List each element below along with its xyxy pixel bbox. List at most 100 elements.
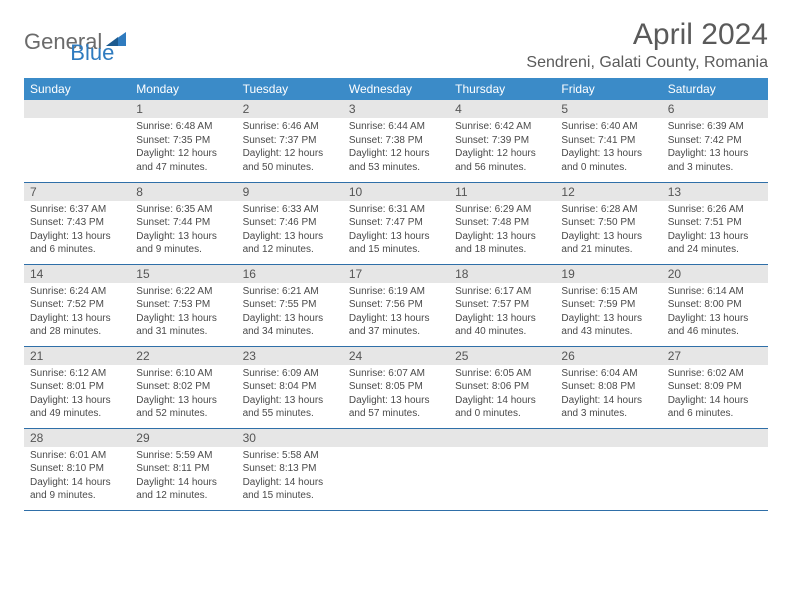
daylight-label: Daylight: 13 hours and 24 minutes. (668, 230, 762, 257)
calendar-cell: 7Sunrise: 6:37 AMSunset: 7:43 PMDaylight… (24, 182, 130, 264)
calendar-table: Sunday Monday Tuesday Wednesday Thursday… (24, 78, 768, 511)
calendar-cell: 11Sunrise: 6:29 AMSunset: 7:48 PMDayligh… (449, 182, 555, 264)
sunset-label: Sunset: 7:46 PM (243, 216, 337, 230)
header: General Blue April 2024 Sendreni, Galati… (24, 18, 768, 72)
sunrise-label: Sunrise: 6:26 AM (668, 203, 762, 217)
sunrise-label: Sunrise: 6:24 AM (30, 285, 124, 299)
cell-body: Sunrise: 5:58 AMSunset: 8:13 PMDaylight:… (237, 447, 343, 507)
sunset-label: Sunset: 7:53 PM (136, 298, 230, 312)
calendar-cell: 16Sunrise: 6:21 AMSunset: 7:55 PMDayligh… (237, 264, 343, 346)
daylight-label: Daylight: 14 hours and 0 minutes. (455, 394, 549, 421)
sunrise-label: Sunrise: 6:10 AM (136, 367, 230, 381)
sunset-label: Sunset: 8:09 PM (668, 380, 762, 394)
daylight-label: Daylight: 13 hours and 37 minutes. (349, 312, 443, 339)
day-number: 28 (24, 429, 130, 447)
calendar-cell: 25Sunrise: 6:05 AMSunset: 8:06 PMDayligh… (449, 346, 555, 428)
day-number: 26 (555, 347, 661, 365)
cell-body: Sunrise: 6:21 AMSunset: 7:55 PMDaylight:… (237, 283, 343, 343)
cell-body: Sunrise: 6:24 AMSunset: 7:52 PMDaylight:… (24, 283, 130, 343)
calendar-cell: 17Sunrise: 6:19 AMSunset: 7:56 PMDayligh… (343, 264, 449, 346)
daylight-label: Daylight: 13 hours and 3 minutes. (668, 147, 762, 174)
sunset-label: Sunset: 8:02 PM (136, 380, 230, 394)
sunset-label: Sunset: 7:50 PM (561, 216, 655, 230)
day-number: 5 (555, 100, 661, 118)
sunset-label: Sunset: 7:41 PM (561, 134, 655, 148)
sunset-label: Sunset: 8:01 PM (30, 380, 124, 394)
cell-body: Sunrise: 6:09 AMSunset: 8:04 PMDaylight:… (237, 365, 343, 425)
calendar-cell: 18Sunrise: 6:17 AMSunset: 7:57 PMDayligh… (449, 264, 555, 346)
cell-body: Sunrise: 6:19 AMSunset: 7:56 PMDaylight:… (343, 283, 449, 343)
sunset-label: Sunset: 7:51 PM (668, 216, 762, 230)
calendar-cell: 2Sunrise: 6:46 AMSunset: 7:37 PMDaylight… (237, 100, 343, 182)
sunset-label: Sunset: 8:10 PM (30, 462, 124, 476)
calendar-cell (24, 100, 130, 182)
cell-body: Sunrise: 6:14 AMSunset: 8:00 PMDaylight:… (662, 283, 768, 343)
cell-body: Sunrise: 6:22 AMSunset: 7:53 PMDaylight:… (130, 283, 236, 343)
day-number: 2 (237, 100, 343, 118)
location-label: Sendreni, Galati County, Romania (526, 54, 768, 72)
sunset-label: Sunset: 8:05 PM (349, 380, 443, 394)
day-number: 30 (237, 429, 343, 447)
sunset-label: Sunset: 7:42 PM (668, 134, 762, 148)
daylight-label: Daylight: 13 hours and 21 minutes. (561, 230, 655, 257)
day-number: 19 (555, 265, 661, 283)
day-number: 9 (237, 183, 343, 201)
calendar-cell: 8Sunrise: 6:35 AMSunset: 7:44 PMDaylight… (130, 182, 236, 264)
day-number: 18 (449, 265, 555, 283)
calendar-cell: 5Sunrise: 6:40 AMSunset: 7:41 PMDaylight… (555, 100, 661, 182)
daylight-label: Daylight: 13 hours and 49 minutes. (30, 394, 124, 421)
cell-body: Sunrise: 6:01 AMSunset: 8:10 PMDaylight:… (24, 447, 130, 507)
calendar-cell: 13Sunrise: 6:26 AMSunset: 7:51 PMDayligh… (662, 182, 768, 264)
day-number: 7 (24, 183, 130, 201)
calendar-row: 1Sunrise: 6:48 AMSunset: 7:35 PMDaylight… (24, 100, 768, 182)
day-number: 22 (130, 347, 236, 365)
sunrise-label: Sunrise: 6:14 AM (668, 285, 762, 299)
cell-body: Sunrise: 6:31 AMSunset: 7:47 PMDaylight:… (343, 201, 449, 261)
sunset-label: Sunset: 8:00 PM (668, 298, 762, 312)
sunrise-label: Sunrise: 6:31 AM (349, 203, 443, 217)
weekday-header: Wednesday (343, 78, 449, 100)
daylight-label: Daylight: 13 hours and 12 minutes. (243, 230, 337, 257)
cell-body: Sunrise: 6:44 AMSunset: 7:38 PMDaylight:… (343, 118, 449, 178)
sunset-label: Sunset: 8:04 PM (243, 380, 337, 394)
sunset-label: Sunset: 7:48 PM (455, 216, 549, 230)
calendar-cell: 19Sunrise: 6:15 AMSunset: 7:59 PMDayligh… (555, 264, 661, 346)
sunrise-label: Sunrise: 6:35 AM (136, 203, 230, 217)
cell-body: Sunrise: 6:39 AMSunset: 7:42 PMDaylight:… (662, 118, 768, 178)
sunset-label: Sunset: 7:55 PM (243, 298, 337, 312)
day-number: 4 (449, 100, 555, 118)
calendar-row: 28Sunrise: 6:01 AMSunset: 8:10 PMDayligh… (24, 428, 768, 510)
logo-text-blue: Blue (70, 40, 114, 66)
calendar-cell: 10Sunrise: 6:31 AMSunset: 7:47 PMDayligh… (343, 182, 449, 264)
sunset-label: Sunset: 7:47 PM (349, 216, 443, 230)
calendar-cell: 21Sunrise: 6:12 AMSunset: 8:01 PMDayligh… (24, 346, 130, 428)
weekday-header: Tuesday (237, 78, 343, 100)
calendar-cell: 29Sunrise: 5:59 AMSunset: 8:11 PMDayligh… (130, 428, 236, 510)
daylight-label: Daylight: 12 hours and 50 minutes. (243, 147, 337, 174)
daylight-label: Daylight: 12 hours and 53 minutes. (349, 147, 443, 174)
sunrise-label: Sunrise: 6:02 AM (668, 367, 762, 381)
cell-body: Sunrise: 6:40 AMSunset: 7:41 PMDaylight:… (555, 118, 661, 178)
day-number: 23 (237, 347, 343, 365)
daylight-label: Daylight: 14 hours and 9 minutes. (30, 476, 124, 503)
cell-body: Sunrise: 6:37 AMSunset: 7:43 PMDaylight:… (24, 201, 130, 261)
calendar-cell: 26Sunrise: 6:04 AMSunset: 8:08 PMDayligh… (555, 346, 661, 428)
calendar-cell: 14Sunrise: 6:24 AMSunset: 7:52 PMDayligh… (24, 264, 130, 346)
sunrise-label: Sunrise: 6:09 AM (243, 367, 337, 381)
calendar-cell: 12Sunrise: 6:28 AMSunset: 7:50 PMDayligh… (555, 182, 661, 264)
sunrise-label: Sunrise: 6:37 AM (30, 203, 124, 217)
day-number: 11 (449, 183, 555, 201)
calendar-row: 21Sunrise: 6:12 AMSunset: 8:01 PMDayligh… (24, 346, 768, 428)
day-number: 29 (130, 429, 236, 447)
day-number: 12 (555, 183, 661, 201)
sunrise-label: Sunrise: 5:58 AM (243, 449, 337, 463)
weekday-header-row: Sunday Monday Tuesday Wednesday Thursday… (24, 78, 768, 100)
calendar-cell: 24Sunrise: 6:07 AMSunset: 8:05 PMDayligh… (343, 346, 449, 428)
calendar-cell: 27Sunrise: 6:02 AMSunset: 8:09 PMDayligh… (662, 346, 768, 428)
cell-body: Sunrise: 6:10 AMSunset: 8:02 PMDaylight:… (130, 365, 236, 425)
sunrise-label: Sunrise: 6:46 AM (243, 120, 337, 134)
day-number: 20 (662, 265, 768, 283)
sunrise-label: Sunrise: 6:05 AM (455, 367, 549, 381)
calendar-cell (343, 428, 449, 510)
calendar-body: 1Sunrise: 6:48 AMSunset: 7:35 PMDaylight… (24, 100, 768, 510)
